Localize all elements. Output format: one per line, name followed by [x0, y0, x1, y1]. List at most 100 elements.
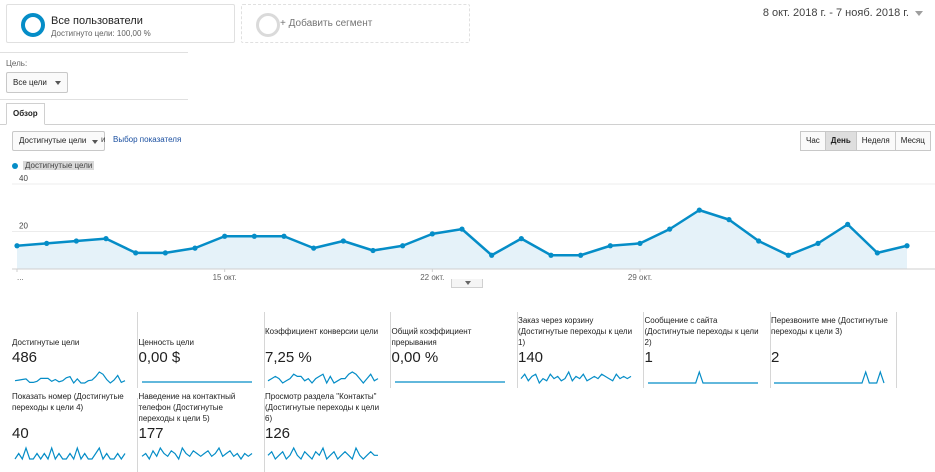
- x-tick-label: 29 окт.: [628, 273, 652, 282]
- data-point[interactable]: [192, 245, 198, 251]
- tab-overview-label: Обзор: [13, 109, 38, 118]
- data-point[interactable]: [667, 226, 673, 232]
- choose-metric-link[interactable]: Выбор показателя: [113, 135, 182, 144]
- data-point[interactable]: [162, 250, 168, 256]
- data-point[interactable]: [756, 238, 762, 244]
- data-point[interactable]: [429, 231, 435, 237]
- metric-value: 0,00 %: [391, 349, 439, 366]
- period-hour-button[interactable]: Час: [800, 131, 826, 151]
- series-dot-icon: [12, 162, 18, 169]
- chart-collapse-handle[interactable]: [451, 279, 483, 288]
- card-divider: [896, 312, 897, 388]
- data-point[interactable]: [726, 217, 732, 223]
- metric-label: Коэффициент конверсии цели: [265, 327, 379, 336]
- metric-label: Ценность цели: [138, 338, 195, 347]
- and-label: и: [101, 135, 106, 144]
- goal-select[interactable]: Все цели: [6, 72, 68, 93]
- metric-card[interactable]: Просмотр раздела "Контакты" (Достигнутые…: [265, 392, 391, 472]
- metric-card[interactable]: Достигнутые цели 486: [12, 312, 138, 388]
- goals-line-chart: 20 40... 15 окт. 22 окт. 29 окт.: [12, 174, 935, 282]
- sparkline: [647, 370, 758, 384]
- date-range-picker[interactable]: 8 окт. 2018 г. - 7 нояб. 2018 г.: [763, 7, 923, 19]
- metric-card[interactable]: Сообщение с сайта (Достигнутые переходы …: [645, 312, 771, 388]
- data-point[interactable]: [874, 250, 880, 256]
- metric-value: 40: [12, 425, 29, 442]
- data-point[interactable]: [133, 250, 139, 256]
- period-month-button[interactable]: Месяц: [894, 131, 931, 151]
- data-point[interactable]: [340, 238, 346, 244]
- add-segment-button[interactable]: + Добавить сегмент: [241, 4, 470, 43]
- data-point[interactable]: [14, 243, 20, 249]
- data-point[interactable]: [815, 240, 821, 246]
- data-point[interactable]: [103, 236, 109, 242]
- segment-subtitle: Достигнуто цели: 100,00 %: [51, 29, 151, 38]
- sparkline: [520, 370, 632, 385]
- sparkline-path: [14, 446, 126, 461]
- add-segment-label: + Добавить сегмент: [280, 18, 373, 29]
- sparkline-path: [267, 371, 379, 385]
- x-tick-label: ...: [17, 273, 24, 282]
- metric-card[interactable]: Ценность цели 0,00 $: [139, 312, 265, 388]
- card-divider: [643, 312, 644, 388]
- metric-select[interactable]: Достигнутые цели: [12, 131, 106, 151]
- data-point[interactable]: [222, 233, 228, 239]
- data-point[interactable]: [311, 245, 317, 251]
- metric-value: 0,00 $: [138, 349, 181, 366]
- divider: [0, 99, 188, 100]
- card-divider: [769, 312, 771, 388]
- data-point[interactable]: [696, 207, 702, 213]
- sparkline-path: [141, 446, 252, 461]
- y-tick-label: 40: [19, 174, 28, 183]
- data-point[interactable]: [548, 252, 554, 258]
- sparkline-path: [774, 370, 885, 384]
- sparkline-path: [267, 446, 378, 461]
- data-point[interactable]: [281, 233, 287, 239]
- tab-overview[interactable]: Обзор: [6, 103, 45, 125]
- card-divider: [137, 312, 138, 388]
- metric-value: 2: [771, 349, 780, 366]
- metric-card[interactable]: Перезвоните мне (Достигнутые переходы к …: [771, 312, 897, 388]
- chevron-down-icon: [915, 10, 923, 16]
- period-week-button[interactable]: Неделя: [855, 131, 896, 151]
- metric-card[interactable]: Общий коэффициент прерывания 0,00 %: [392, 312, 518, 388]
- data-point[interactable]: [607, 243, 613, 249]
- metric-label: Сообщение с сайта (Достигнутые переходы …: [644, 316, 759, 347]
- data-point[interactable]: [459, 226, 465, 232]
- data-point[interactable]: [44, 240, 50, 246]
- metric-card[interactable]: Показать номер (Достигнутые переходы к ц…: [12, 392, 138, 472]
- divider: [0, 52, 188, 53]
- data-point[interactable]: [73, 238, 79, 244]
- segment-all-users[interactable]: Все пользователи Достигнуто цели: 100,00…: [6, 4, 235, 43]
- chart-legend: Достигнутые цели: [12, 161, 95, 171]
- metric-card[interactable]: Наведение на контактный телефон (Достигн…: [139, 392, 265, 472]
- sparkline-path: [14, 371, 126, 385]
- card-divider: [390, 312, 391, 388]
- data-point[interactable]: [637, 240, 643, 246]
- sparkline-path: [520, 370, 632, 385]
- legend-series-name: Достигнутые цели: [23, 161, 95, 171]
- sparkline: [774, 370, 885, 384]
- metric-label: Общий коэффициент прерывания: [391, 327, 472, 347]
- chevron-down-icon: [54, 81, 61, 85]
- data-point[interactable]: [251, 233, 257, 239]
- data-point[interactable]: [370, 247, 376, 254]
- metric-card[interactable]: Коэффициент конверсии цели 7,25 %: [265, 312, 391, 388]
- data-point[interactable]: [785, 252, 791, 258]
- period-day-button[interactable]: День: [824, 131, 857, 151]
- sparkline: [141, 446, 252, 461]
- date-range-text: 8 окт. 2018 г. - 7 нояб. 2018 г.: [762, 7, 909, 19]
- x-tick-label: 22 окт.: [420, 273, 444, 282]
- series-area: [17, 210, 907, 269]
- data-point[interactable]: [904, 243, 910, 249]
- data-point[interactable]: [518, 236, 524, 242]
- sparkline: [141, 381, 252, 383]
- goal-select-value: Все цели: [13, 78, 47, 87]
- period-switcher: Час День Неделя Месяц: [800, 131, 931, 151]
- data-point[interactable]: [845, 221, 851, 227]
- data-point[interactable]: [489, 252, 495, 258]
- metric-card[interactable]: Заказ через корзину (Достигнутые переход…: [518, 312, 644, 388]
- data-point[interactable]: [400, 243, 406, 249]
- data-point[interactable]: [578, 252, 584, 258]
- chevron-down-icon: [92, 140, 99, 144]
- metric-label: Просмотр раздела "Контакты" (Достигнутые…: [265, 392, 380, 423]
